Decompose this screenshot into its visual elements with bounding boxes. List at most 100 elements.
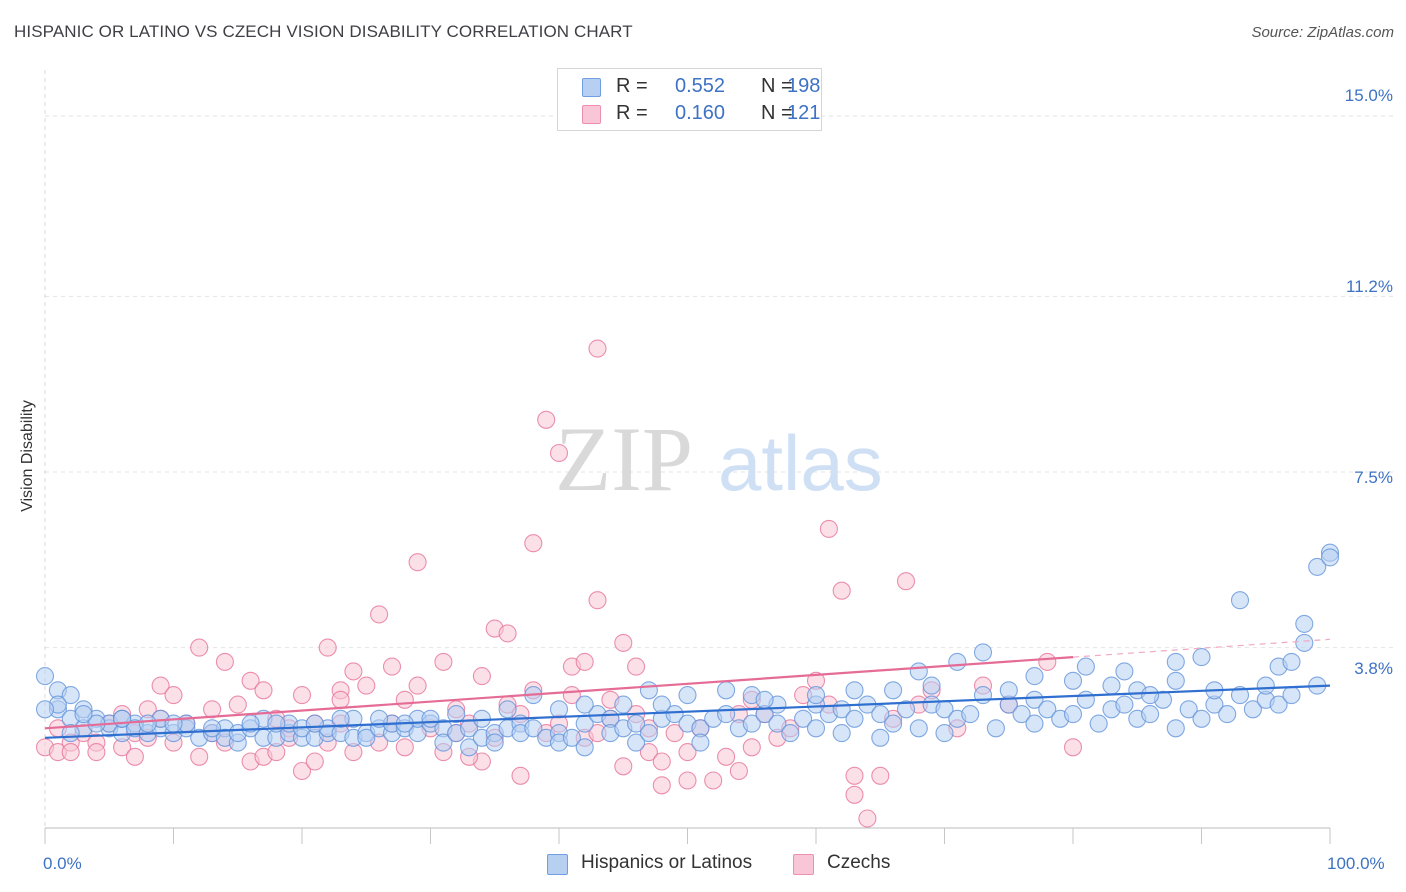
data-point: [909, 719, 928, 738]
data-point: [858, 809, 877, 828]
trendline-czechs: [44, 656, 1074, 730]
data-point: [190, 747, 209, 766]
data-point: [588, 339, 607, 358]
data-point: [1166, 719, 1185, 738]
data-point: [845, 766, 864, 785]
data-point: [61, 743, 80, 762]
data-point: [575, 738, 594, 757]
series-layer: [35, 339, 1340, 828]
data-point: [138, 714, 157, 733]
data-point: [292, 686, 312, 705]
legend-label: Hispanics or Latinos: [581, 852, 753, 873]
data-point: [241, 671, 260, 690]
y-tick-label: 7.5%: [1354, 468, 1393, 487]
data-point: [575, 695, 594, 714]
y-tick-label: 15.0%: [1344, 86, 1393, 105]
data-point: [1295, 614, 1314, 633]
data-point: [395, 690, 414, 709]
data-point: [1243, 700, 1262, 719]
data-point: [909, 662, 928, 681]
data-point: [1076, 657, 1095, 676]
data-point: [1063, 738, 1083, 757]
data-point: [87, 743, 106, 762]
data-point: [1256, 676, 1275, 695]
data-point: [1038, 652, 1057, 671]
data-point: [678, 771, 697, 790]
data-point: [935, 724, 954, 743]
data-point: [125, 747, 144, 766]
data-point: [755, 690, 774, 709]
data-point: [331, 709, 350, 728]
legend-swatch: [547, 854, 568, 875]
data-point: [845, 709, 864, 728]
data-point: [832, 581, 851, 600]
data-point: [511, 766, 530, 785]
data-point: [986, 719, 1005, 738]
data-point: [408, 676, 427, 695]
data-point: [717, 747, 736, 766]
data-point: [228, 695, 247, 714]
data-point: [292, 761, 312, 781]
data-point: [704, 771, 723, 790]
x-tick-label: 100.0%: [1327, 854, 1385, 873]
watermark: ZIP atlas: [555, 408, 883, 510]
data-point: [1218, 705, 1237, 724]
data-point: [665, 724, 684, 743]
data-point: [1102, 676, 1121, 695]
data-point: [537, 410, 556, 429]
data-point: [1141, 705, 1160, 724]
data-point: [999, 681, 1018, 700]
chart-title: HISPANIC OR LATINO VS CZECH VISION DISAB…: [14, 22, 633, 41]
data-point: [485, 733, 504, 752]
data-point: [1025, 667, 1044, 686]
data-point: [768, 714, 787, 733]
y-tick-label: 3.8%: [1354, 659, 1393, 678]
r-label: R =: [616, 102, 648, 124]
data-point: [922, 676, 941, 695]
watermark-atlas: atlas: [718, 419, 883, 507]
data-point: [1282, 652, 1301, 671]
data-point: [370, 605, 389, 624]
data-point: [1269, 695, 1288, 714]
data-point: [639, 743, 658, 762]
data-point: [113, 709, 132, 728]
data-point: [729, 761, 748, 781]
data-point: [460, 738, 479, 757]
data-point: [845, 681, 864, 700]
data-point: [35, 700, 55, 719]
data-point: [434, 733, 453, 752]
data-point: [819, 519, 838, 538]
data-point: [203, 719, 222, 738]
data-point: [742, 738, 761, 757]
r-label: R =: [616, 75, 648, 97]
n-label: N =: [761, 102, 793, 124]
data-point: [215, 652, 234, 671]
series-swatch: [582, 78, 601, 97]
r-value: 0.552: [675, 75, 726, 97]
data-point: [1025, 690, 1044, 709]
gridlines: [45, 115, 1393, 649]
data-point: [318, 638, 337, 657]
data-point: [871, 728, 890, 747]
data-point: [164, 686, 183, 705]
data-point: [35, 667, 55, 686]
data-point: [190, 638, 209, 657]
data-point: [973, 643, 993, 662]
data-point: [1230, 686, 1250, 705]
data-point: [871, 766, 890, 785]
watermark-zip: ZIP: [555, 408, 693, 510]
data-point: [896, 700, 916, 719]
data-point: [652, 752, 671, 771]
data-point: [665, 705, 684, 724]
data-point: [357, 676, 376, 695]
axes: [44, 70, 1331, 844]
data-point: [639, 681, 658, 700]
data-point: [344, 662, 363, 681]
data-point: [614, 695, 633, 714]
data-point: [627, 657, 646, 676]
data-point: [1063, 671, 1083, 690]
data-point: [806, 686, 826, 705]
data-point: [1320, 548, 1340, 567]
data-point: [472, 667, 491, 686]
